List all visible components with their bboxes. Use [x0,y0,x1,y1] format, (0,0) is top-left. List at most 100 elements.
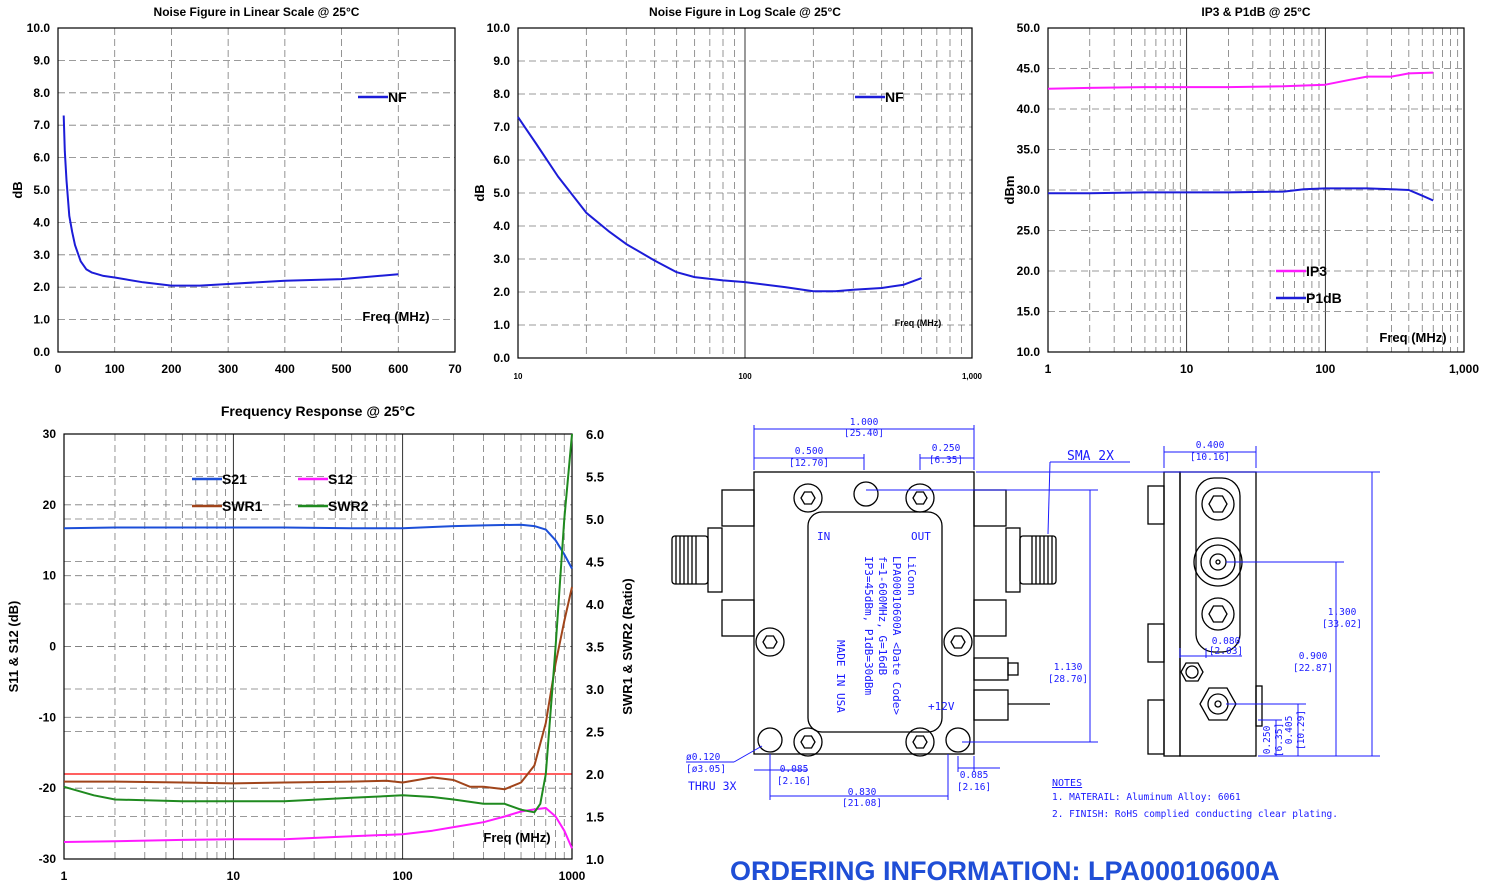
port-in-label: IN [817,530,830,543]
x-axis-label: Freq (MHz) [895,318,942,328]
right-connector-block-lower [973,599,1007,637]
left-sma-nut [671,535,709,585]
y2-tick-label: 3.0 [586,682,604,697]
dim-side-offset-mm: [2.03] [1209,646,1243,657]
y-tick-label: 5.0 [493,186,510,200]
y-tick-label: 30.0 [1017,183,1041,197]
dim-side-depth: 0.400 [1196,440,1225,451]
legend-nf: NF [358,89,407,105]
dim-side-offset: 0.080 [1212,636,1241,647]
legend-p1db: P1dB [1276,290,1342,306]
y-tick-label: 2.0 [33,280,50,294]
right-sma-nut [1019,535,1057,585]
svg-text:NF: NF [885,89,904,105]
y-tick-label: 20.0 [1017,264,1041,278]
y-tick-label: 7.0 [493,120,510,134]
left-sma-flange [707,527,723,593]
x-tick-label: 300 [218,362,238,376]
x-tick-label: 10 [227,869,241,883]
grid [518,28,972,358]
y-tick-label: 0 [49,640,56,654]
y-axis-label: dBm [1002,176,1017,205]
right-sma-flange [1005,527,1021,593]
dim-pin-height-mm: [10.29] [1296,710,1307,750]
left-connector-block [721,489,755,527]
y-tick-label: 4.0 [493,219,510,233]
y-tick-label: 30 [43,427,57,441]
y-tick-label: 5.0 [33,183,50,197]
y-tick-label: 50.0 [1017,21,1041,35]
svg-text:NF: NF [388,89,407,105]
x-axis-label: Freq (MHz) [362,309,429,324]
y-tick-label: 25.0 [1017,224,1041,238]
x-tick-label: 200 [161,362,181,376]
legend-swr1: SWR1 [192,498,263,514]
dim-half-width: 0.500 [795,446,824,457]
dim-hole-dia: ø0.120 [686,752,721,763]
y-axis-label: dB [10,181,25,198]
y2-tick-label: 1.5 [586,810,604,825]
x-tick-label: 100 [1315,362,1335,376]
x-tick-label: 1 [61,869,68,883]
series-s12 [63,807,573,849]
y-axis-label: dB [472,184,487,201]
ground-post [973,689,1009,721]
x-tick-label: 600 [388,362,408,376]
series-ip3 [1047,71,1434,90]
svg-text:S12: S12 [328,471,353,487]
dim-pin-height: 0.405 [1284,716,1295,745]
dim-hole-dia-mm: [ø3.05] [686,764,726,775]
dim-hole-span-v: 1.130 [1054,662,1083,673]
dim-hole-edge-mm: [2.16] [777,776,811,787]
side-connector-top [1147,485,1165,525]
x-tick-label: 100 [105,362,125,376]
dim-connector-pos-mm: [22.87] [1293,663,1333,674]
dim-base-offset-mm: [6.35] [1274,723,1285,757]
plot-frame [63,433,573,860]
chart-title: Noise Figure in Log Scale @ 25°C [649,5,841,19]
right-connector-block [973,489,1007,527]
y-tick-label: 20 [43,498,57,512]
label-plate [807,511,943,733]
svg-text:SWR1: SWR1 [222,498,263,514]
freq-response-chart: 1 10 100 1000 -30 -20 -10 0 10 20 30 1.0 1.5 2.0 2.5 3.… [6,403,635,883]
dim-side-depth-mm: [10.16] [1190,452,1230,463]
y2-axis-label: SWR1 & SWR2 (Ratio) [620,578,635,715]
plate-brand: LiConn [905,556,918,596]
power-feedthrough [973,657,1009,681]
ip3-p1db-chart: 1 10 100 1,000 10.0 15.0 20.0 25.0 30.0 35.0 40.0 4… [1002,5,1479,376]
y-tick-label: 10.0 [1017,345,1041,359]
x-tick-label: 100 [393,869,413,883]
svg-text:SWR2: SWR2 [328,498,369,514]
y-tick-label: 35.0 [1017,143,1041,157]
y-tick-label: 0.0 [493,351,510,365]
y-tick-label: 45.0 [1017,62,1041,76]
chart-title: Frequency Response @ 25°C [221,403,415,419]
series-nf [517,116,922,293]
dim-hole-span-v-mm: [28.70] [1048,674,1088,685]
x-axis-label: Freq (MHz) [1379,330,1446,345]
dim-hole-edge-right-mm: [2.16] [957,782,991,793]
y-tick-label: -30 [39,852,57,866]
plot-frame [517,27,973,359]
x-tick-label: 0 [55,362,62,376]
x-tick-label: 10 [1180,362,1194,376]
dim-edge-offset: 0.250 [932,443,961,454]
plate-spec-line-2: IP3=45dBm, P1dB=30dBm [862,556,875,695]
y-tick-label: -20 [39,781,57,795]
y-tick-label: 6.0 [33,151,50,165]
notes-title: NOTES [1052,778,1082,789]
dim-overall-width: 1.000 [850,417,879,428]
grid [58,28,455,352]
dim-total-height: 1.300 [1328,607,1357,618]
y-tick-label: 8.0 [493,87,510,101]
series-p1db [1048,187,1434,202]
series-swr1 [64,586,573,791]
y2-tick-label: 2.5 [586,725,604,740]
x-axis-label: Freq (MHz) [483,830,550,845]
svg-text:S21: S21 [222,471,247,487]
ordering-information: ORDERING INFORMATION: LPA00010600A [730,856,1280,886]
y-tick-label: 3.0 [493,252,510,266]
dim-hole-span-h-mm: [21.08] [842,798,882,809]
